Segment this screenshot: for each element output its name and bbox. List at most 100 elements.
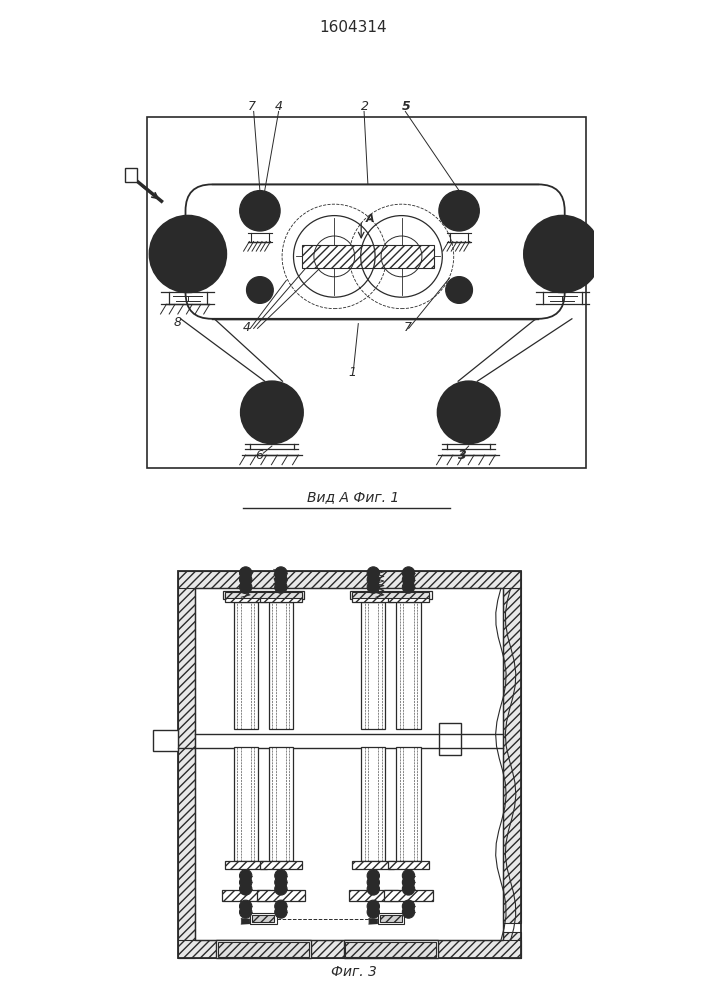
Bar [439,723,461,755]
Bar [218,942,309,957]
Bar [225,592,302,598]
Text: 1: 1 [349,366,357,379]
Circle shape [438,381,500,444]
Bar [195,588,503,940]
Circle shape [240,381,303,444]
Text: Вид А Фиг. 1: Вид А Фиг. 1 [308,490,399,504]
Text: 2: 2 [361,100,368,113]
Circle shape [367,870,380,882]
Circle shape [275,900,287,912]
Circle shape [240,573,252,586]
Circle shape [367,581,380,593]
Bar [302,245,434,268]
Circle shape [367,906,380,918]
Bar [147,117,586,468]
Circle shape [439,191,479,231]
Bar [397,602,421,729]
Text: 8: 8 [173,316,182,329]
Bar [385,890,433,901]
Bar [260,861,302,869]
Bar [380,915,402,922]
Bar [349,890,397,901]
Text: 6: 6 [255,449,263,462]
Bar [387,594,429,602]
Bar [345,942,436,957]
Text: 4: 4 [243,321,251,334]
Bar [361,747,385,861]
Circle shape [275,581,287,593]
Bar [221,890,270,901]
Circle shape [149,216,226,292]
Bar [126,168,137,182]
Bar [177,571,195,958]
Bar [503,932,520,958]
Bar [378,913,404,924]
Circle shape [402,883,415,895]
Bar [233,747,258,861]
Circle shape [524,216,601,292]
Circle shape [240,900,252,912]
Bar [387,861,429,869]
Text: A: A [366,214,375,224]
Circle shape [402,870,415,882]
Bar [503,588,520,923]
Bar [269,602,293,729]
Circle shape [247,277,274,303]
Bar [177,940,520,958]
Circle shape [275,567,287,579]
Text: 3: 3 [458,449,467,462]
Bar [250,913,276,924]
Bar [153,730,177,751]
Bar [350,591,431,599]
Circle shape [445,277,472,303]
Circle shape [275,573,287,586]
Circle shape [240,906,252,918]
Bar [352,592,429,598]
Circle shape [240,870,252,882]
Circle shape [402,906,415,918]
Circle shape [240,567,252,579]
Circle shape [402,573,415,586]
Bar [352,861,395,869]
Circle shape [240,581,252,593]
Circle shape [275,906,287,918]
FancyBboxPatch shape [185,184,565,319]
Bar [269,747,293,861]
Bar [225,861,267,869]
Circle shape [402,900,415,912]
Bar [177,571,520,958]
Circle shape [402,581,415,593]
Text: 7: 7 [248,100,256,113]
Bar [361,602,385,729]
Circle shape [367,900,380,912]
Circle shape [275,883,287,895]
Text: 4: 4 [274,100,282,113]
Bar [233,602,258,729]
Circle shape [367,573,380,586]
Circle shape [240,191,280,231]
Text: Фиг. 3: Фиг. 3 [331,965,376,979]
Bar [225,594,267,602]
Bar [344,940,438,958]
Circle shape [402,876,415,888]
Circle shape [240,883,252,895]
Bar [397,747,421,861]
Bar [441,724,460,753]
Circle shape [275,870,287,882]
Circle shape [402,567,415,579]
Text: 7: 7 [404,321,412,334]
Bar [216,940,310,958]
Circle shape [275,876,287,888]
Bar [252,915,274,922]
Bar [352,594,395,602]
Circle shape [367,876,380,888]
Text: 5: 5 [402,100,410,113]
Bar [223,591,304,599]
Bar [257,890,305,901]
Bar [177,571,520,588]
Bar [156,731,175,750]
Circle shape [367,883,380,895]
Circle shape [367,567,380,579]
Bar [260,594,302,602]
Text: 1604314: 1604314 [320,20,387,35]
